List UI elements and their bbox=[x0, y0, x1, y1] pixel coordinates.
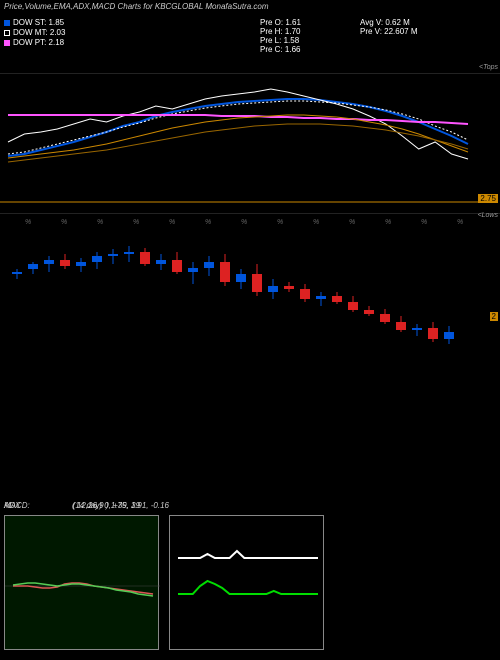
tops-label: <Tops bbox=[479, 64, 498, 71]
pre-volume: Pre V: 22.607 M bbox=[360, 27, 418, 36]
candlestick-chart: %%%%%%%%%%%%% bbox=[0, 214, 490, 364]
svg-text:%: % bbox=[241, 219, 247, 226]
legend-st: DOW ST: 1.85 bbox=[4, 18, 65, 27]
macd-wrapper: MACD: ( 12,26,9 ) 1.75, 1.91, -0.16 bbox=[4, 515, 159, 650]
candle-marker: 2 bbox=[490, 312, 498, 321]
legend-label: DOW ST: 1.85 bbox=[13, 18, 64, 27]
svg-text:%: % bbox=[133, 219, 139, 226]
legend-swatch-mt bbox=[4, 30, 10, 36]
ema-chart-panel: <Tops 2.75 bbox=[0, 73, 500, 203]
adx-params: (14 day) 0, +39, 39 bbox=[73, 501, 140, 510]
svg-text:%: % bbox=[97, 219, 103, 226]
svg-text:%: % bbox=[457, 219, 463, 226]
svg-text:%: % bbox=[349, 219, 355, 226]
legend-swatch-st bbox=[4, 20, 10, 26]
avg-volume: Avg V: 0.62 M bbox=[360, 18, 418, 27]
macd-chart bbox=[4, 515, 159, 650]
ohlc-info: Pre O: 1.61 Pre H: 1.70 Pre L: 1.58 Pre … bbox=[260, 18, 301, 54]
legend-label: DOW PT: 2.18 bbox=[13, 38, 64, 47]
legend-mt: DOW MT: 2.03 bbox=[4, 28, 65, 37]
pre-low: Pre L: 1.58 bbox=[260, 36, 301, 45]
pre-close: Pre C: 1.66 bbox=[260, 45, 301, 54]
pre-high: Pre H: 1.70 bbox=[260, 27, 301, 36]
svg-text:%: % bbox=[313, 219, 319, 226]
lows-label: <Lows bbox=[478, 212, 498, 219]
candle-chart-panel: <Lows %%%%%%%%%%%%% 2 bbox=[0, 213, 500, 363]
svg-text:%: % bbox=[277, 219, 283, 226]
price-marker: 2.75 bbox=[478, 194, 498, 203]
indicator-panels: MACD: ( 12,26,9 ) 1.75, 1.91, -0.16 ADX … bbox=[4, 515, 324, 650]
legend-label: DOW MT: 2.03 bbox=[13, 28, 65, 37]
adx-title: ADX (14 day) 0, +39, 39 bbox=[4, 501, 140, 510]
ema-chart bbox=[0, 74, 490, 204]
adx-title-text: ADX bbox=[4, 501, 20, 510]
legend-swatch-pt bbox=[4, 40, 10, 46]
svg-text:%: % bbox=[169, 219, 175, 226]
volume-info: Avg V: 0.62 M Pre V: 22.607 M bbox=[360, 18, 418, 36]
adx-chart bbox=[169, 515, 324, 650]
legend: DOW ST: 1.85 DOW MT: 2.03 DOW PT: 2.18 bbox=[4, 18, 65, 48]
svg-text:%: % bbox=[25, 219, 31, 226]
adx-wrapper: ADX (14 day) 0, +39, 39 bbox=[169, 515, 324, 650]
chart-title: Price,Volume,EMA,ADX,MACD Charts for KBC… bbox=[0, 0, 500, 13]
svg-text:%: % bbox=[205, 219, 211, 226]
svg-text:%: % bbox=[385, 219, 391, 226]
pre-open: Pre O: 1.61 bbox=[260, 18, 301, 27]
legend-pt: DOW PT: 2.18 bbox=[4, 38, 65, 47]
svg-text:%: % bbox=[61, 219, 67, 226]
svg-text:%: % bbox=[421, 219, 427, 226]
